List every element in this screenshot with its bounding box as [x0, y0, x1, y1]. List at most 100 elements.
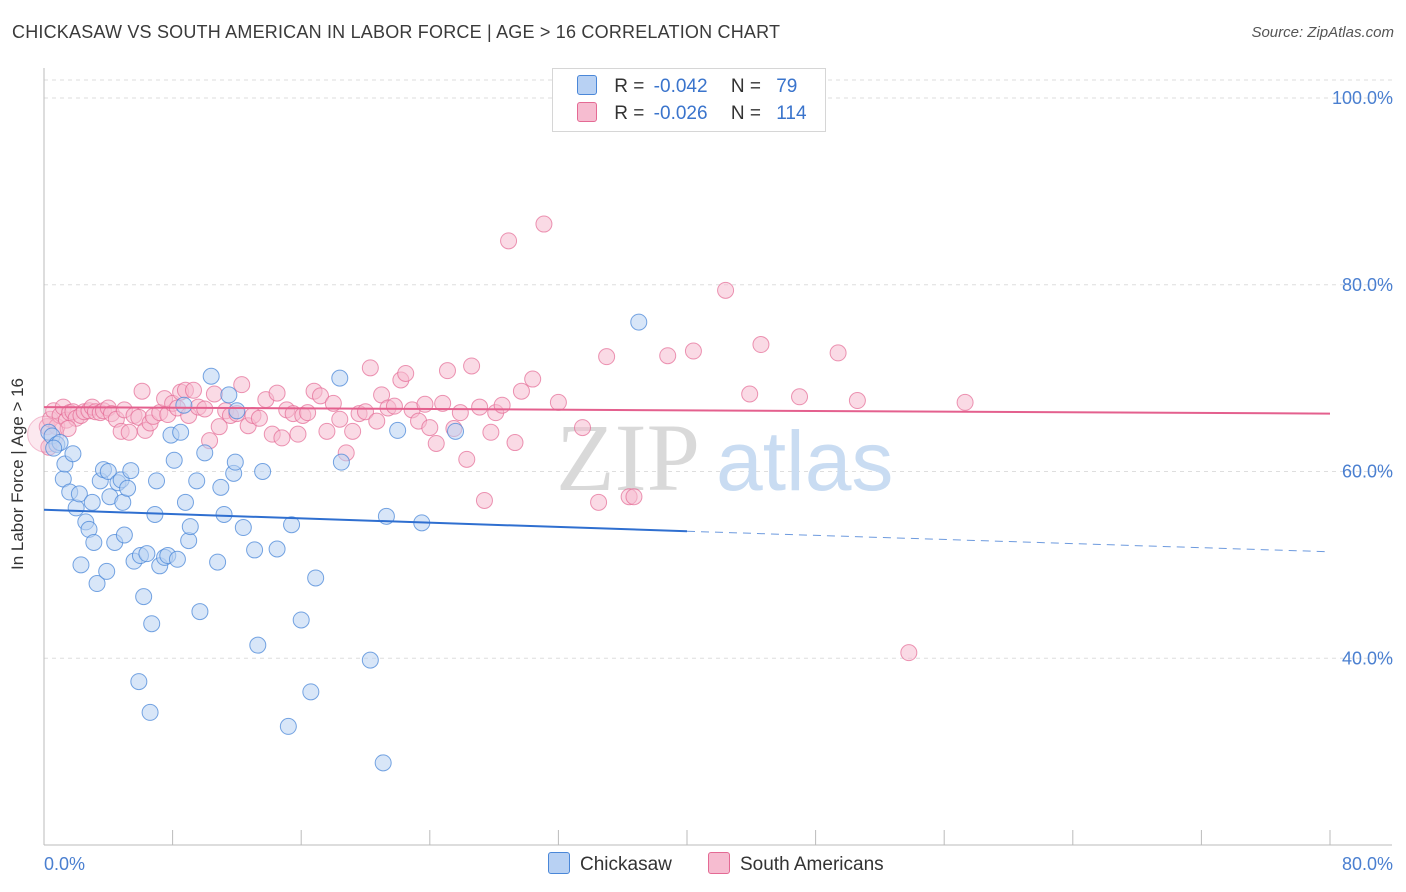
chickasaw-point: [332, 453, 350, 471]
chickasaw-point: [196, 444, 214, 462]
south-americans-point: [273, 429, 291, 447]
chickasaw-point: [72, 556, 90, 574]
chickasaw-point: [176, 493, 194, 511]
south-americans-point: [659, 347, 677, 365]
chickasaw-point: [246, 541, 264, 559]
south-americans-point: [791, 388, 809, 406]
south-americans-point: [438, 362, 456, 380]
chickasaw-point: [188, 472, 206, 490]
chickasaw-point: [141, 703, 159, 721]
chickasaw-point: [143, 615, 161, 633]
chickasaw-point: [220, 386, 238, 404]
chickasaw-point: [67, 499, 85, 517]
south-americans-point: [475, 491, 493, 509]
chickasaw-point: [99, 463, 117, 480]
chickasaw-trend-line: [43, 508, 688, 533]
south-americans-point: [500, 232, 518, 250]
stats-legend: R = -0.042 N = 79 R = -0.026 N = 114: [552, 68, 826, 132]
y-tick-label: 60.0%: [1342, 462, 1393, 482]
chickasaw-swatch: [577, 75, 597, 95]
bottom-legend-chickasaw: Chickasaw: [548, 852, 672, 876]
chickasaw-point: [292, 611, 310, 629]
chickasaw-point: [447, 422, 465, 440]
chickasaw-point: [148, 472, 166, 490]
chickasaw-point: [135, 588, 153, 606]
south-americans-point: [506, 434, 524, 452]
south-americans-point: [512, 382, 530, 400]
chickasaw-point: [168, 550, 186, 568]
south-americans-point: [59, 420, 77, 438]
chickasaw-point: [630, 313, 648, 331]
chickasaw-point: [254, 463, 272, 480]
chickasaw-point: [361, 651, 379, 669]
chickasaw-point: [283, 516, 301, 534]
watermark: ZIP atlas: [556, 404, 893, 511]
south-americans-point: [210, 418, 228, 436]
legend-r-value: -0.042: [653, 76, 708, 97]
chickasaw-point: [228, 402, 246, 420]
chickasaw-points: [40, 313, 648, 772]
chickasaw-point: [191, 603, 209, 621]
tick-labels: 40.0% 60.0% 80.0% 100.0% 0.0% 80.0%: [44, 88, 1393, 874]
south-americans-point: [900, 644, 918, 662]
south-americans-point: [598, 348, 616, 366]
chickasaw-point: [119, 479, 137, 497]
south-americans-point: [574, 419, 592, 437]
legend-r-label: R =: [614, 103, 645, 124]
chickasaw-point: [175, 396, 193, 414]
chickasaw-point: [268, 540, 286, 558]
chickasaw-point: [374, 754, 392, 772]
chickasaw-point: [83, 493, 101, 511]
chickasaw-point: [138, 545, 156, 563]
legend-n-value: 79: [776, 76, 798, 97]
chickasaw-point: [215, 505, 233, 523]
south-americans-legend-icon: [708, 852, 730, 874]
chickasaw-point: [212, 478, 230, 496]
chickasaw-point: [307, 569, 325, 587]
legend-n-label: N =: [730, 76, 761, 97]
bottom-legend-south-americans: South Americans: [708, 852, 884, 876]
south-americans-point: [311, 387, 329, 405]
grid-lines: [44, 79, 1392, 659]
south-americans-point: [196, 400, 214, 418]
axes: [43, 68, 1392, 846]
chickasaw-point: [226, 453, 244, 471]
south-americans-point: [324, 394, 342, 412]
legend-r-value: -0.026: [653, 103, 708, 124]
south-americans-point: [421, 419, 439, 437]
chickasaw-point: [70, 485, 88, 503]
south-americans-point: [344, 422, 362, 440]
south-americans-point: [493, 396, 511, 414]
south-americans-trend-line: [43, 406, 1331, 415]
south-americans-point: [471, 398, 489, 416]
legend-row-south-americans: R = -0.026 N = 114: [577, 102, 807, 125]
chickasaw-point: [202, 367, 220, 385]
south-americans-point: [289, 425, 307, 443]
south-americans-point: [535, 215, 553, 233]
south-americans-point: [752, 336, 770, 354]
chickasaw-trend-extension: [686, 530, 1331, 553]
chickasaw-point: [122, 462, 140, 480]
south-americans-point: [549, 393, 567, 411]
south-americans-legend-label: South Americans: [740, 854, 884, 875]
south-americans-point: [233, 376, 251, 394]
chickasaw-point: [64, 445, 82, 463]
south-americans-point: [684, 342, 702, 360]
legend-r-label: R =: [614, 76, 645, 97]
south-americans-point: [524, 370, 542, 388]
chickasaw-point: [85, 533, 103, 551]
south-americans-point: [451, 404, 469, 422]
south-americans-point: [318, 422, 336, 440]
chickasaw-point: [180, 532, 198, 550]
chickasaw-point: [209, 553, 227, 571]
south-americans-point: [268, 384, 286, 402]
south-americans-point: [590, 493, 608, 511]
y-tick-label: 80.0%: [1342, 275, 1393, 295]
south-americans-point: [482, 423, 500, 441]
south-americans-swatch: [577, 102, 597, 122]
south-americans-point: [331, 410, 349, 428]
south-americans-point: [848, 392, 866, 410]
south-americans-point: [458, 450, 476, 468]
chickasaw-point: [234, 519, 252, 537]
south-americans-point: [463, 357, 481, 375]
